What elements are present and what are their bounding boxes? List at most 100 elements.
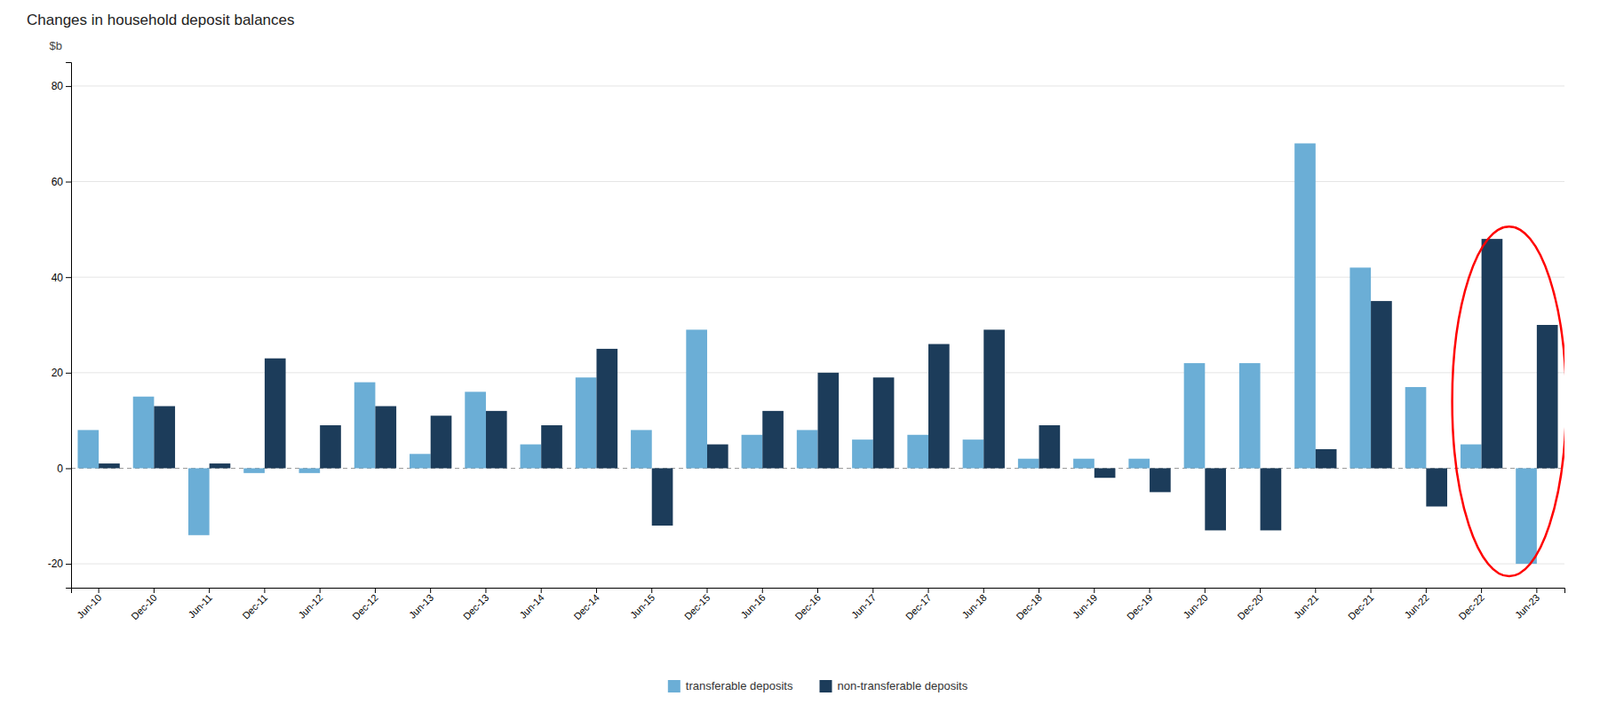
grid-line — [71, 564, 1565, 566]
x-tick: Dec-16 — [792, 588, 823, 622]
x-tick-mark — [1536, 588, 1537, 594]
x-tick-mark — [1149, 588, 1151, 594]
bar — [1149, 468, 1171, 493]
bar — [1370, 301, 1393, 469]
bar — [1184, 363, 1206, 469]
x-axis-line — [71, 589, 1566, 595]
x-tick-mark — [817, 588, 819, 594]
x-tick-mark — [153, 588, 155, 594]
x-tick-mark — [983, 588, 985, 594]
x-tick-label: Dec-11 — [239, 592, 270, 622]
series — [77, 143, 1537, 565]
y-tick-mark — [65, 277, 72, 279]
bar — [1425, 468, 1448, 507]
x-tick: Jun-10 — [74, 588, 104, 621]
x-tick: Dec-13 — [461, 588, 492, 622]
x-tick-label: Dec-18 — [1013, 592, 1044, 623]
y-tick-mark — [65, 468, 72, 470]
y-tick-label: 40 — [51, 271, 64, 285]
x-tick: Dec-20 — [1234, 588, 1266, 622]
x-tick-mark — [319, 588, 321, 594]
x-tick-mark — [706, 588, 708, 594]
legend-swatch — [819, 680, 832, 693]
bar — [1460, 445, 1482, 470]
y-tick: 60 — [51, 175, 72, 189]
bar — [209, 463, 231, 469]
x-tick-mark — [596, 588, 598, 594]
x-tick: Jun-23 — [1512, 588, 1542, 621]
bar — [1018, 459, 1040, 470]
x-tick-label: Dec-22 — [1456, 592, 1487, 623]
x-tick-mark — [762, 588, 764, 594]
y-tick-label: 0 — [56, 462, 64, 476]
bar — [685, 329, 708, 469]
y-tick: 40 — [51, 271, 72, 285]
title: Changes in household deposit balances — [26, 11, 295, 29]
y-tick-label: 20 — [51, 366, 64, 380]
y-tick-mark — [65, 564, 72, 566]
bar — [741, 435, 764, 470]
bar — [1405, 387, 1427, 469]
x-tick-label: Dec-19 — [1124, 592, 1155, 623]
x-tick-mark — [1314, 588, 1316, 594]
bar — [1239, 363, 1261, 469]
x-tick: Dec-17 — [903, 588, 934, 622]
x-tick-label: Jun-20 — [1180, 592, 1210, 621]
x-tick-label: Dec-16 — [792, 592, 823, 623]
x-tick: Dec-21 — [1345, 588, 1377, 622]
x-tick: Jun-13 — [406, 588, 436, 621]
x-tick-mark — [651, 588, 653, 594]
x-tick: Jun-12 — [295, 588, 325, 621]
x-tick-mark — [1038, 588, 1040, 594]
x-tick: Jun-11 — [185, 588, 215, 621]
x-tick-mark — [1093, 588, 1095, 594]
y-axis-line — [65, 63, 72, 590]
legend-item: non-transferable deposits — [819, 679, 968, 693]
bar — [1073, 459, 1095, 470]
x-tick-label: Dec-15 — [682, 592, 713, 623]
bar — [520, 445, 542, 470]
x-tick-mark — [541, 588, 542, 594]
legend: transferable deposits non-transferable de… — [668, 679, 969, 693]
bar — [374, 405, 397, 469]
x-tick-label: Jun-19 — [1070, 592, 1099, 621]
bar — [873, 377, 895, 469]
y-tick-label: 80 — [51, 79, 64, 93]
x-tick-label: Jun-14 — [517, 592, 546, 621]
grid-line — [71, 85, 1565, 87]
x-tick-label: Dec-13 — [461, 592, 492, 623]
bar — [464, 391, 486, 469]
series — [98, 238, 1558, 531]
bar — [907, 435, 929, 470]
x-tick-mark — [429, 588, 431, 594]
x-tick: Dec-15 — [682, 588, 713, 622]
bar — [409, 453, 431, 469]
x-tick-mark — [1370, 588, 1372, 594]
y-tick: -20 — [47, 557, 72, 571]
y-tick-label: 60 — [51, 175, 64, 189]
x-tick-mark — [1259, 588, 1261, 594]
y-tick-mark — [65, 373, 72, 375]
bar — [243, 468, 265, 473]
x-tick: Jun-20 — [1180, 588, 1210, 621]
bar — [1260, 468, 1282, 531]
x-tick-mark — [1425, 588, 1427, 594]
x-tick-label: Jun-11 — [185, 592, 215, 621]
bar — [1349, 267, 1371, 469]
bar — [630, 429, 653, 469]
legend-label: transferable deposits — [685, 679, 794, 693]
bar — [963, 439, 985, 469]
bar — [1315, 449, 1338, 470]
bar — [133, 397, 155, 470]
bar — [1204, 468, 1226, 531]
x-tick: Jun-16 — [738, 588, 767, 621]
legend-label: non-transferable deposits — [836, 679, 968, 693]
x-tick: Jun-22 — [1402, 588, 1432, 621]
bar — [430, 415, 453, 469]
x-tick: Jun-17 — [849, 588, 878, 621]
bar — [652, 468, 674, 526]
legend-swatch — [668, 680, 681, 693]
bar — [818, 373, 840, 470]
x-tick: Jun-19 — [1070, 588, 1099, 621]
bar — [707, 445, 729, 470]
